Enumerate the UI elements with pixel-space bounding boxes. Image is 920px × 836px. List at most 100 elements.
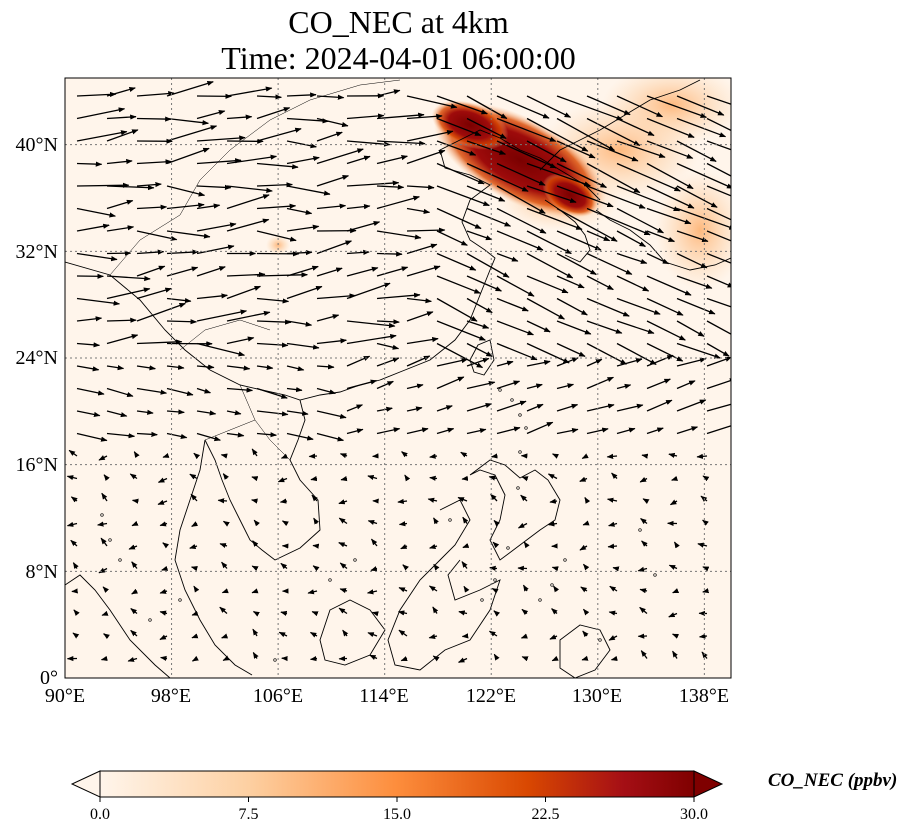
wind-arrow-357 — [220, 453, 228, 459]
wind-arrow-190 — [496, 275, 535, 297]
wind-arrow-442 — [128, 544, 138, 550]
wind-arrow-218 — [676, 297, 716, 315]
wind-arrow-12 — [436, 95, 488, 115]
island-12 — [638, 528, 642, 532]
wind-arrow-216 — [616, 297, 661, 315]
wind-arrow-77 — [406, 149, 446, 165]
wind-arrow-141 — [346, 220, 381, 232]
wind-arrow-201 — [166, 297, 192, 304]
wind-arrow-244 — [136, 339, 183, 345]
border-1 — [179, 319, 271, 351]
wind-arrow-239 — [646, 320, 686, 341]
wind-arrow-27 — [226, 114, 253, 120]
wind-arrow-52 — [316, 131, 343, 142]
wind-arrow-236 — [556, 320, 592, 335]
wind-arrow-133 — [106, 225, 135, 232]
wind-arrow-431 — [462, 516, 469, 524]
wind-arrow-171 — [586, 252, 633, 275]
wind-arrow-179 — [166, 266, 199, 277]
wind-arrow-350 — [676, 426, 699, 435]
lat-tick-label-24: 24°N — [15, 347, 58, 369]
wind-arrow-387 — [461, 475, 469, 481]
wind-arrow-33 — [406, 113, 443, 120]
wind-arrow-109 — [706, 185, 731, 197]
wind-arrow-198 — [76, 297, 121, 306]
wind-arrow-309 — [106, 410, 128, 418]
wind-arrow-345 — [526, 421, 554, 435]
wind-arrow-162 — [316, 240, 353, 255]
island-4 — [518, 450, 522, 454]
wind-arrow-502 — [609, 585, 618, 592]
wind-arrow-287 — [106, 387, 134, 398]
wind-arrow-268 — [196, 364, 215, 370]
island-1 — [510, 398, 514, 402]
wind-arrow-452 — [429, 543, 438, 549]
wind-arrow-85 — [646, 162, 694, 190]
wind-arrow-370 — [606, 453, 618, 459]
wind-arrow-435 — [582, 520, 590, 526]
wind-arrow-152 — [676, 230, 709, 243]
wind-arrow-382 — [310, 475, 318, 482]
wind-arrow-310 — [136, 409, 154, 415]
wind-arrow-539 — [398, 629, 408, 637]
wind-arrow-164 — [376, 251, 403, 257]
wind-arrow-113 — [166, 202, 205, 210]
wind-arrow-364 — [429, 453, 438, 459]
wind-arrow-136 — [196, 222, 237, 232]
wind-arrow-571 — [701, 651, 708, 659]
wind-arrow-249 — [286, 342, 320, 350]
wind-arrow-468 — [251, 565, 259, 572]
wind-arrow-335 — [226, 432, 245, 438]
wind-arrow-196 — [676, 275, 713, 289]
wind-arrow-514 — [311, 610, 319, 617]
wind-arrow-114 — [196, 203, 221, 210]
wind-arrow-450 — [370, 538, 378, 547]
wind-arrow-240 — [676, 320, 705, 337]
wind-arrow-1 — [106, 87, 136, 97]
colorbar-label: CO_NEC (ppbv) — [768, 770, 898, 791]
wind-arrow-507 — [101, 610, 109, 616]
wind-arrow-204 — [256, 297, 290, 304]
wind-arrow-95 — [286, 185, 331, 196]
wind-arrow-419 — [97, 521, 108, 527]
wind-arrow-31 — [346, 113, 385, 120]
lon-tick-label-138: 138°E — [678, 685, 730, 707]
wind-arrow-224 — [196, 309, 248, 322]
lat-tick-label-32: 32°N — [15, 241, 58, 263]
wind-arrow-545 — [582, 630, 589, 638]
wind-arrow-54 — [376, 140, 426, 146]
wind-arrow-325 — [586, 403, 615, 412]
wind-arrow-542 — [488, 630, 498, 637]
co-plume-core — [431, 100, 509, 150]
wind-arrow-402 — [251, 498, 258, 504]
wind-arrow-311 — [166, 409, 185, 415]
wind-arrow-17 — [586, 95, 631, 116]
wind-arrow-434 — [547, 521, 558, 527]
wind-arrow-66 — [76, 161, 103, 167]
wind-arrow-475 — [461, 561, 468, 569]
wind-arrow-499 — [522, 584, 529, 592]
wind-arrow-76 — [376, 155, 408, 165]
wind-arrow-457 — [579, 544, 588, 551]
wind-arrow-150 — [616, 230, 646, 248]
wind-arrow-79 — [466, 162, 529, 192]
wind-arrow-512 — [252, 610, 260, 617]
wind-arrow-484 — [71, 588, 78, 594]
wind-arrow-513 — [280, 610, 288, 616]
wind-arrow-392 — [611, 472, 618, 480]
wind-arrow-90 — [136, 181, 162, 188]
wind-arrow-478 — [551, 566, 559, 572]
wind-arrow-563 — [458, 657, 468, 663]
wind-arrow-163 — [346, 249, 370, 255]
wind-arrow-429 — [398, 521, 408, 527]
island-0 — [498, 388, 502, 392]
colorbar-gradient — [99, 770, 695, 798]
coastline-1 — [204, 399, 321, 561]
wind-arrow-0 — [76, 91, 117, 97]
wind-arrow-238 — [616, 320, 655, 334]
wind-arrow-538 — [367, 632, 378, 638]
wind-arrow-505 — [702, 588, 710, 594]
wind-arrow-274 — [376, 357, 400, 367]
wind-arrow-257 — [526, 342, 570, 364]
wind-arrow-146 — [496, 230, 544, 251]
